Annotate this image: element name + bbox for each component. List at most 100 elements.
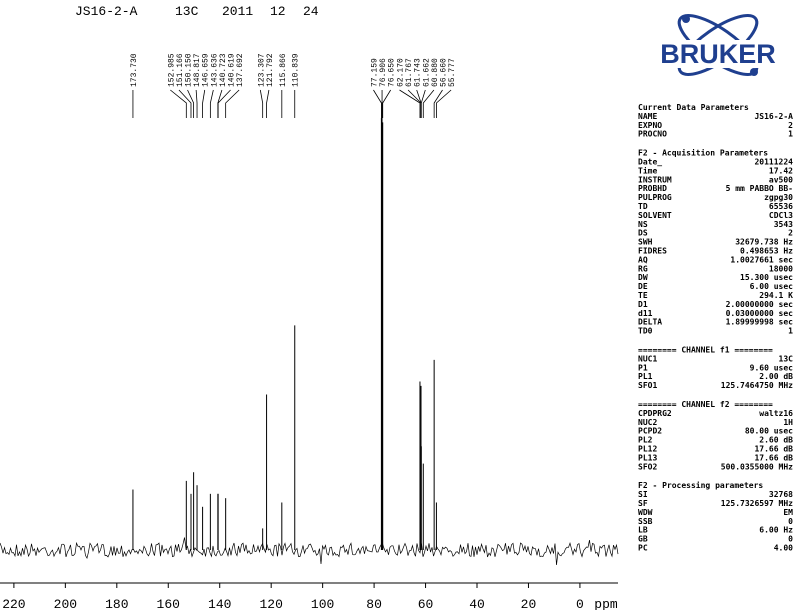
peak-leader bbox=[259, 89, 264, 118]
param-value: 2 bbox=[788, 229, 793, 238]
param-name: PL12 bbox=[638, 445, 657, 454]
param-name: PROCNO bbox=[638, 130, 667, 139]
peak-leader bbox=[433, 89, 443, 118]
param-name: PCPD2 bbox=[638, 427, 662, 436]
param-name: TD0 bbox=[638, 327, 653, 336]
param-name: P1 bbox=[638, 363, 648, 372]
x-tick-label: 160 bbox=[157, 597, 180, 610]
baseline-noise bbox=[0, 537, 619, 566]
peak-leader bbox=[399, 89, 421, 118]
param-name: Date_ bbox=[638, 158, 662, 167]
param-value: 6.00 Hz bbox=[759, 526, 793, 535]
param-value: 2 bbox=[788, 121, 793, 130]
param-name: NS bbox=[638, 220, 648, 229]
param-value: 15.300 usec bbox=[740, 273, 793, 282]
param-value: 0.03000000 sec bbox=[726, 309, 794, 318]
x-tick-label: 0 bbox=[576, 597, 584, 610]
param-name: SFO2 bbox=[638, 462, 657, 471]
param-value: 32768 bbox=[769, 490, 793, 499]
param-name: WDW bbox=[638, 508, 653, 517]
param-name: NUC1 bbox=[638, 354, 657, 363]
param-name: PL1 bbox=[638, 372, 653, 381]
param-value: 17.42 bbox=[769, 166, 793, 175]
header-text: 24 bbox=[303, 4, 319, 19]
param-name: PL13 bbox=[638, 453, 657, 462]
peak-label: 55.777 bbox=[448, 58, 457, 87]
peak-leader bbox=[217, 89, 231, 118]
peak-label: 146.659 bbox=[202, 53, 211, 87]
header-text: 2011 bbox=[222, 4, 253, 19]
x-axis-label: ppm bbox=[594, 597, 618, 610]
peak-leader bbox=[209, 89, 214, 118]
section-title: F2 - Acquisition Parameters bbox=[638, 148, 768, 158]
param-value: 0.498653 Hz bbox=[740, 247, 793, 256]
header-text: 13C bbox=[175, 4, 199, 19]
param-name: FIDRES bbox=[638, 247, 667, 256]
param-value: 1.89999998 sec bbox=[726, 318, 794, 327]
peak-label: 150.150 bbox=[185, 53, 194, 87]
param-value: 1.0027661 sec bbox=[730, 255, 793, 264]
param-value: zgpg30 bbox=[764, 193, 793, 202]
peak-leader bbox=[170, 89, 187, 118]
param-value: 20111224 bbox=[754, 158, 793, 167]
x-tick-label: 40 bbox=[469, 597, 485, 610]
peak-label: 56.660 bbox=[440, 58, 449, 87]
param-value: 125.7326597 MHz bbox=[721, 499, 793, 508]
param-value: 2.60 dB bbox=[759, 436, 793, 445]
peak-label: 76.650 bbox=[388, 58, 397, 87]
header-text: JS16-2-A bbox=[75, 4, 138, 19]
peak-leader bbox=[420, 89, 426, 118]
param-name: DS bbox=[638, 229, 648, 238]
param-value: 3543 bbox=[774, 220, 793, 229]
param-name: CPDPRG2 bbox=[638, 409, 672, 418]
param-value: 500.0355000 MHz bbox=[721, 462, 793, 471]
peak-label: 152.985 bbox=[167, 53, 176, 87]
x-tick-label: 180 bbox=[105, 597, 128, 610]
param-name: LB bbox=[638, 526, 648, 535]
param-name: Time bbox=[638, 165, 657, 175]
param-name: DE bbox=[638, 282, 648, 291]
peak-label: 173.730 bbox=[130, 53, 139, 87]
param-value: av500 bbox=[769, 175, 793, 184]
logo-backdrop bbox=[652, 40, 784, 68]
param-name: SWH bbox=[638, 238, 653, 247]
peak-label: 143.636 bbox=[210, 53, 219, 87]
bruker-logo: BRUKER bbox=[652, 14, 784, 76]
param-value: 4.00 bbox=[774, 544, 793, 553]
peak-label: 61.662 bbox=[422, 58, 431, 87]
x-tick-label: 140 bbox=[208, 597, 231, 610]
param-name: RG bbox=[638, 264, 648, 273]
peak-label: 140.619 bbox=[228, 53, 237, 87]
param-value: 1H bbox=[783, 418, 793, 427]
peak-label: 61.743 bbox=[414, 58, 423, 87]
peak-leader bbox=[195, 89, 198, 118]
param-name: PROBHD bbox=[638, 184, 667, 193]
peak-label: 60.880 bbox=[431, 58, 440, 87]
param-name: INSTRUM bbox=[638, 175, 672, 184]
peak-leader bbox=[422, 89, 435, 118]
x-tick-label: 220 bbox=[2, 597, 25, 610]
param-name: SSB bbox=[638, 517, 653, 526]
param-value: 80.00 usec bbox=[745, 427, 793, 436]
peak-leader bbox=[187, 89, 195, 118]
section-title: Current Data Parameters bbox=[638, 103, 749, 112]
param-value: 65536 bbox=[769, 202, 793, 211]
x-tick-label: 200 bbox=[54, 597, 77, 610]
param-value: 125.7464750 MHz bbox=[721, 381, 793, 390]
param-value: 32679.738 Hz bbox=[735, 238, 793, 247]
param-value: CDCl3 bbox=[769, 211, 793, 220]
param-name: SOLVENT bbox=[638, 211, 672, 220]
peak-label: 148.817 bbox=[193, 53, 202, 87]
param-name: d11 bbox=[638, 309, 653, 318]
param-name: SI bbox=[638, 490, 648, 499]
x-tick-label: 100 bbox=[311, 597, 334, 610]
peak-label: 110.839 bbox=[292, 53, 301, 87]
param-value: 17.66 dB bbox=[754, 445, 793, 454]
param-name: NAME bbox=[638, 112, 657, 121]
section-title: ======== CHANNEL f1 ======== bbox=[638, 346, 773, 355]
param-value: 18000 bbox=[769, 264, 793, 273]
peak-leader bbox=[373, 89, 382, 118]
peak-label: 123.307 bbox=[257, 53, 266, 87]
peak-label: 76.906 bbox=[379, 58, 388, 87]
param-name: DW bbox=[638, 273, 648, 282]
